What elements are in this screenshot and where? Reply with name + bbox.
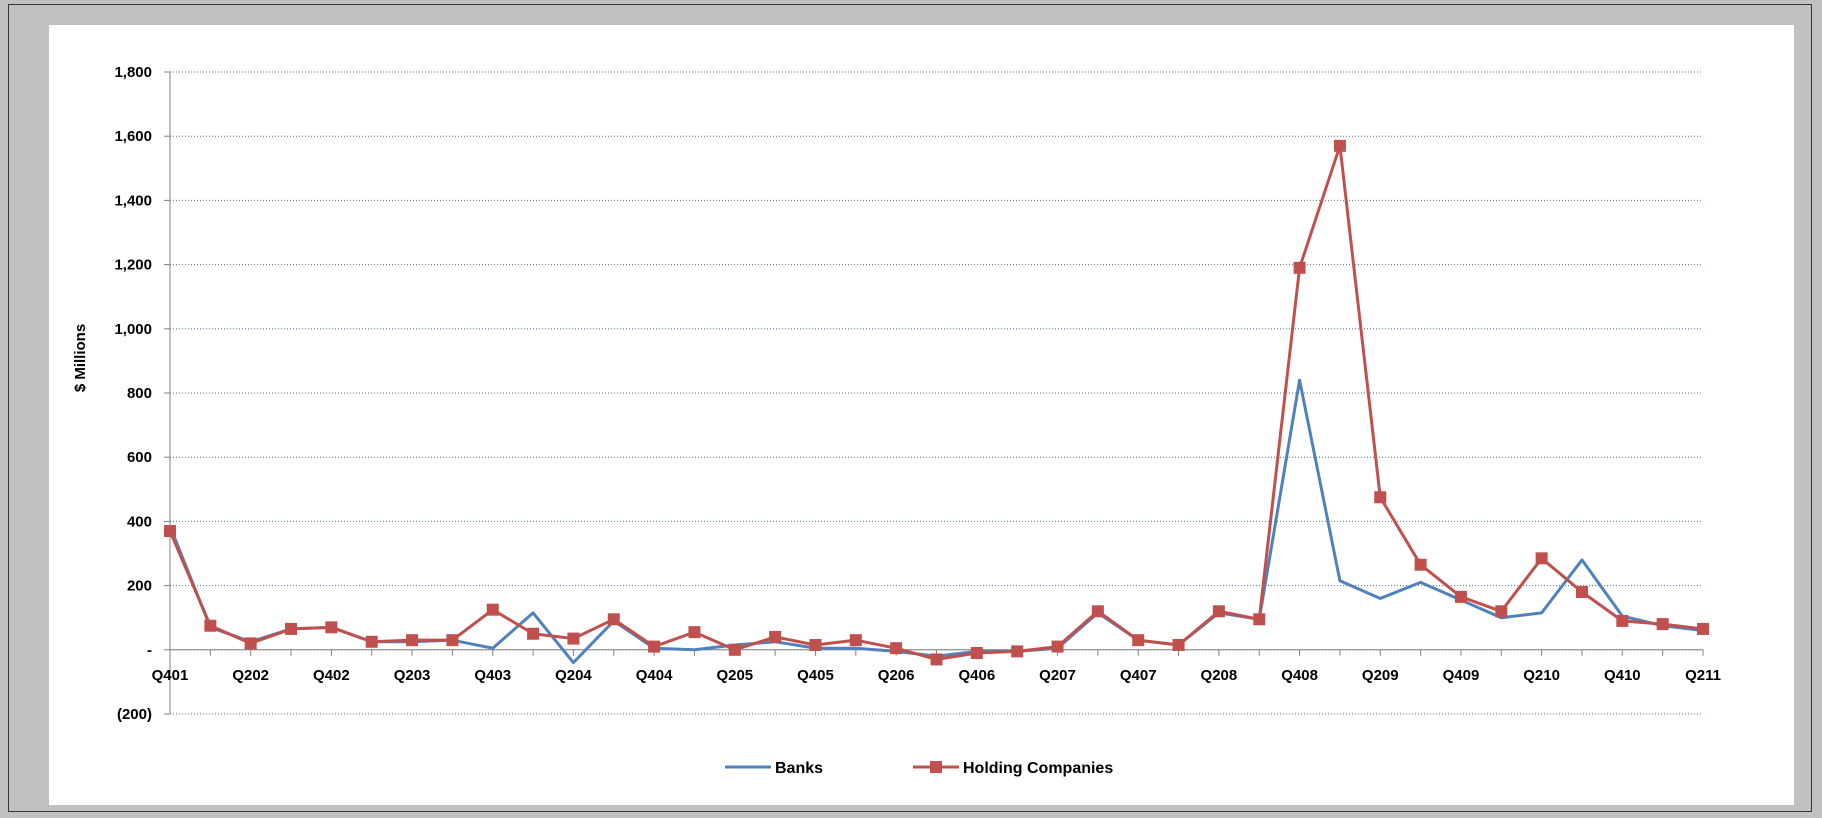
x-tick-label: Q202 [232,667,269,684]
legend-label: Banks [775,760,823,777]
data-point [285,622,298,635]
x-tick-label: Q402 [313,667,350,684]
y-tick-label: 1,200 [114,257,152,274]
data-point [325,621,338,634]
x-tick-label: Q206 [878,667,915,684]
y-tick-label: - [147,642,152,659]
y-tick-label: 1,800 [114,64,152,81]
data-point [1454,590,1467,603]
data-point [1575,586,1588,599]
x-tick-label: Q401 [152,667,189,684]
chart-frame: (200) - 200 400 600 800 1,000 1,200 1,400 1,600 1,… [8,4,1812,812]
x-tick-label: Q409 [1443,667,1480,684]
series-line [168,144,1704,661]
line-chart: (200) - 200 400 600 800 1,000 1,200 1,400 1,600 1,… [72,64,1721,777]
x-tick-label: Q208 [1201,667,1238,684]
data-point [244,637,257,650]
data-point [1333,139,1346,152]
data-point [527,627,540,640]
x-tick-label: Q410 [1604,667,1641,684]
data-point [607,613,620,626]
series-line [168,378,1704,665]
x-tick-label: Q211 [1685,667,1721,684]
data-point [890,642,903,655]
y-tick-label: 800 [127,385,152,402]
data-point [809,638,822,651]
data-point [728,643,741,656]
data-point [1414,558,1427,571]
data-point [1011,645,1024,658]
legend-item: Banks [725,760,823,777]
y-tick-label: 400 [127,513,152,530]
x-tick-label: Q204 [555,667,592,684]
data-point [930,653,943,666]
data-point [486,603,499,616]
x-tick-label: Q209 [1362,667,1399,684]
data-point [204,619,217,632]
y-axis-tick-labels: (200) - 200 400 600 800 1,000 1,200 1,400 1,600 1,… [114,64,152,723]
legend: Banks Holding Companies [725,760,1113,777]
data-point [648,640,661,653]
data-point [1616,614,1629,627]
legend-label: Holding Companies [963,760,1113,777]
gridlines [170,71,1703,715]
data-point [1212,605,1225,618]
data-point [406,634,419,647]
data-point [446,634,459,647]
series-lines [164,139,1709,666]
y-tick-label: 200 [127,578,152,595]
series-banks [168,378,1704,665]
data-point [164,525,176,538]
data-point [849,634,862,647]
data-point [1293,261,1306,274]
y-axis-title: $ Millions [72,324,89,392]
data-point [688,626,701,639]
y-tick-label: 1,600 [114,128,152,145]
x-tick-label: Q403 [474,667,511,684]
data-point [1535,552,1548,565]
data-point [970,647,983,660]
x-tick-label: Q210 [1523,667,1560,684]
chart-area: (200) - 200 400 600 800 1,000 1,200 1,400 1,600 1,… [49,25,1794,805]
data-point [567,632,580,645]
data-point [1495,605,1508,618]
y-tick-label: 600 [127,449,152,466]
x-tick-label: Q404 [636,667,673,684]
data-point [1656,618,1669,631]
data-point [1697,622,1709,635]
x-tick-label: Q407 [1120,667,1157,684]
data-point [1132,634,1145,647]
x-tick-label: Q406 [958,667,995,684]
y-tick-label: 1,000 [114,321,152,338]
data-point [1091,605,1104,618]
data-point [1253,613,1266,626]
y-tick-label: 1,400 [114,192,152,209]
x-tick-label: Q205 [716,667,753,684]
x-tick-label: Q203 [394,667,431,684]
x-tick-label: Q405 [797,667,834,684]
data-point [1172,638,1185,651]
y-tick-label: (200) [117,706,152,723]
legend-item: Holding Companies [913,760,1113,777]
x-axis-tick-labels: Q401 Q202 Q402 Q203 Q403 Q204 Q404 Q205 Q405 Q206… [152,667,1721,684]
data-point [1051,640,1064,653]
series-holding-companies [164,139,1709,666]
data-point [365,635,378,648]
data-point [1374,491,1387,504]
data-point [769,630,782,643]
x-tick-label: Q207 [1039,667,1076,684]
x-tick-label: Q408 [1281,667,1318,684]
legend-swatch-marker [930,761,942,773]
